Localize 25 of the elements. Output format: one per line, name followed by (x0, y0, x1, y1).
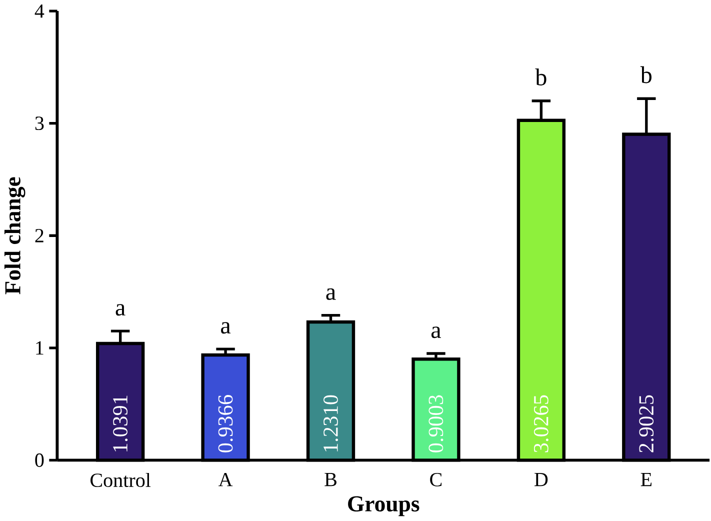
data-label: 0.9366 (218, 395, 233, 453)
data-label: 1.2310 (324, 395, 338, 452)
y-tick-label: 2 (35, 229, 44, 242)
annotation: a (116, 304, 126, 316)
x-tick-label: C (430, 473, 442, 487)
x-tick-label: B (324, 473, 336, 486)
y-axis-title: Fold change (4, 177, 26, 294)
x-tick-label: E (640, 473, 652, 486)
annotation: a (326, 288, 336, 300)
data-label: 0.9003 (428, 395, 444, 453)
data-label: 3.0265 (534, 395, 548, 452)
annotation: b (640, 66, 652, 84)
x-tick-label: D (534, 473, 548, 486)
annotation: a (431, 326, 441, 338)
y-tick-label: 3 (35, 116, 44, 130)
y-tick-label: 1 (36, 342, 44, 355)
annotation: a (221, 322, 231, 334)
annotation: b (535, 68, 546, 86)
data-label: 2.9025 (639, 395, 654, 452)
y-tick-label: 0 (35, 454, 44, 468)
x-tick-label: A (218, 473, 233, 486)
data-label: 1.0391 (113, 396, 128, 452)
y-tick-label: 4 (34, 4, 44, 18)
x-axis-title: Groups (348, 496, 420, 516)
x-tick-label: Control (90, 473, 151, 488)
